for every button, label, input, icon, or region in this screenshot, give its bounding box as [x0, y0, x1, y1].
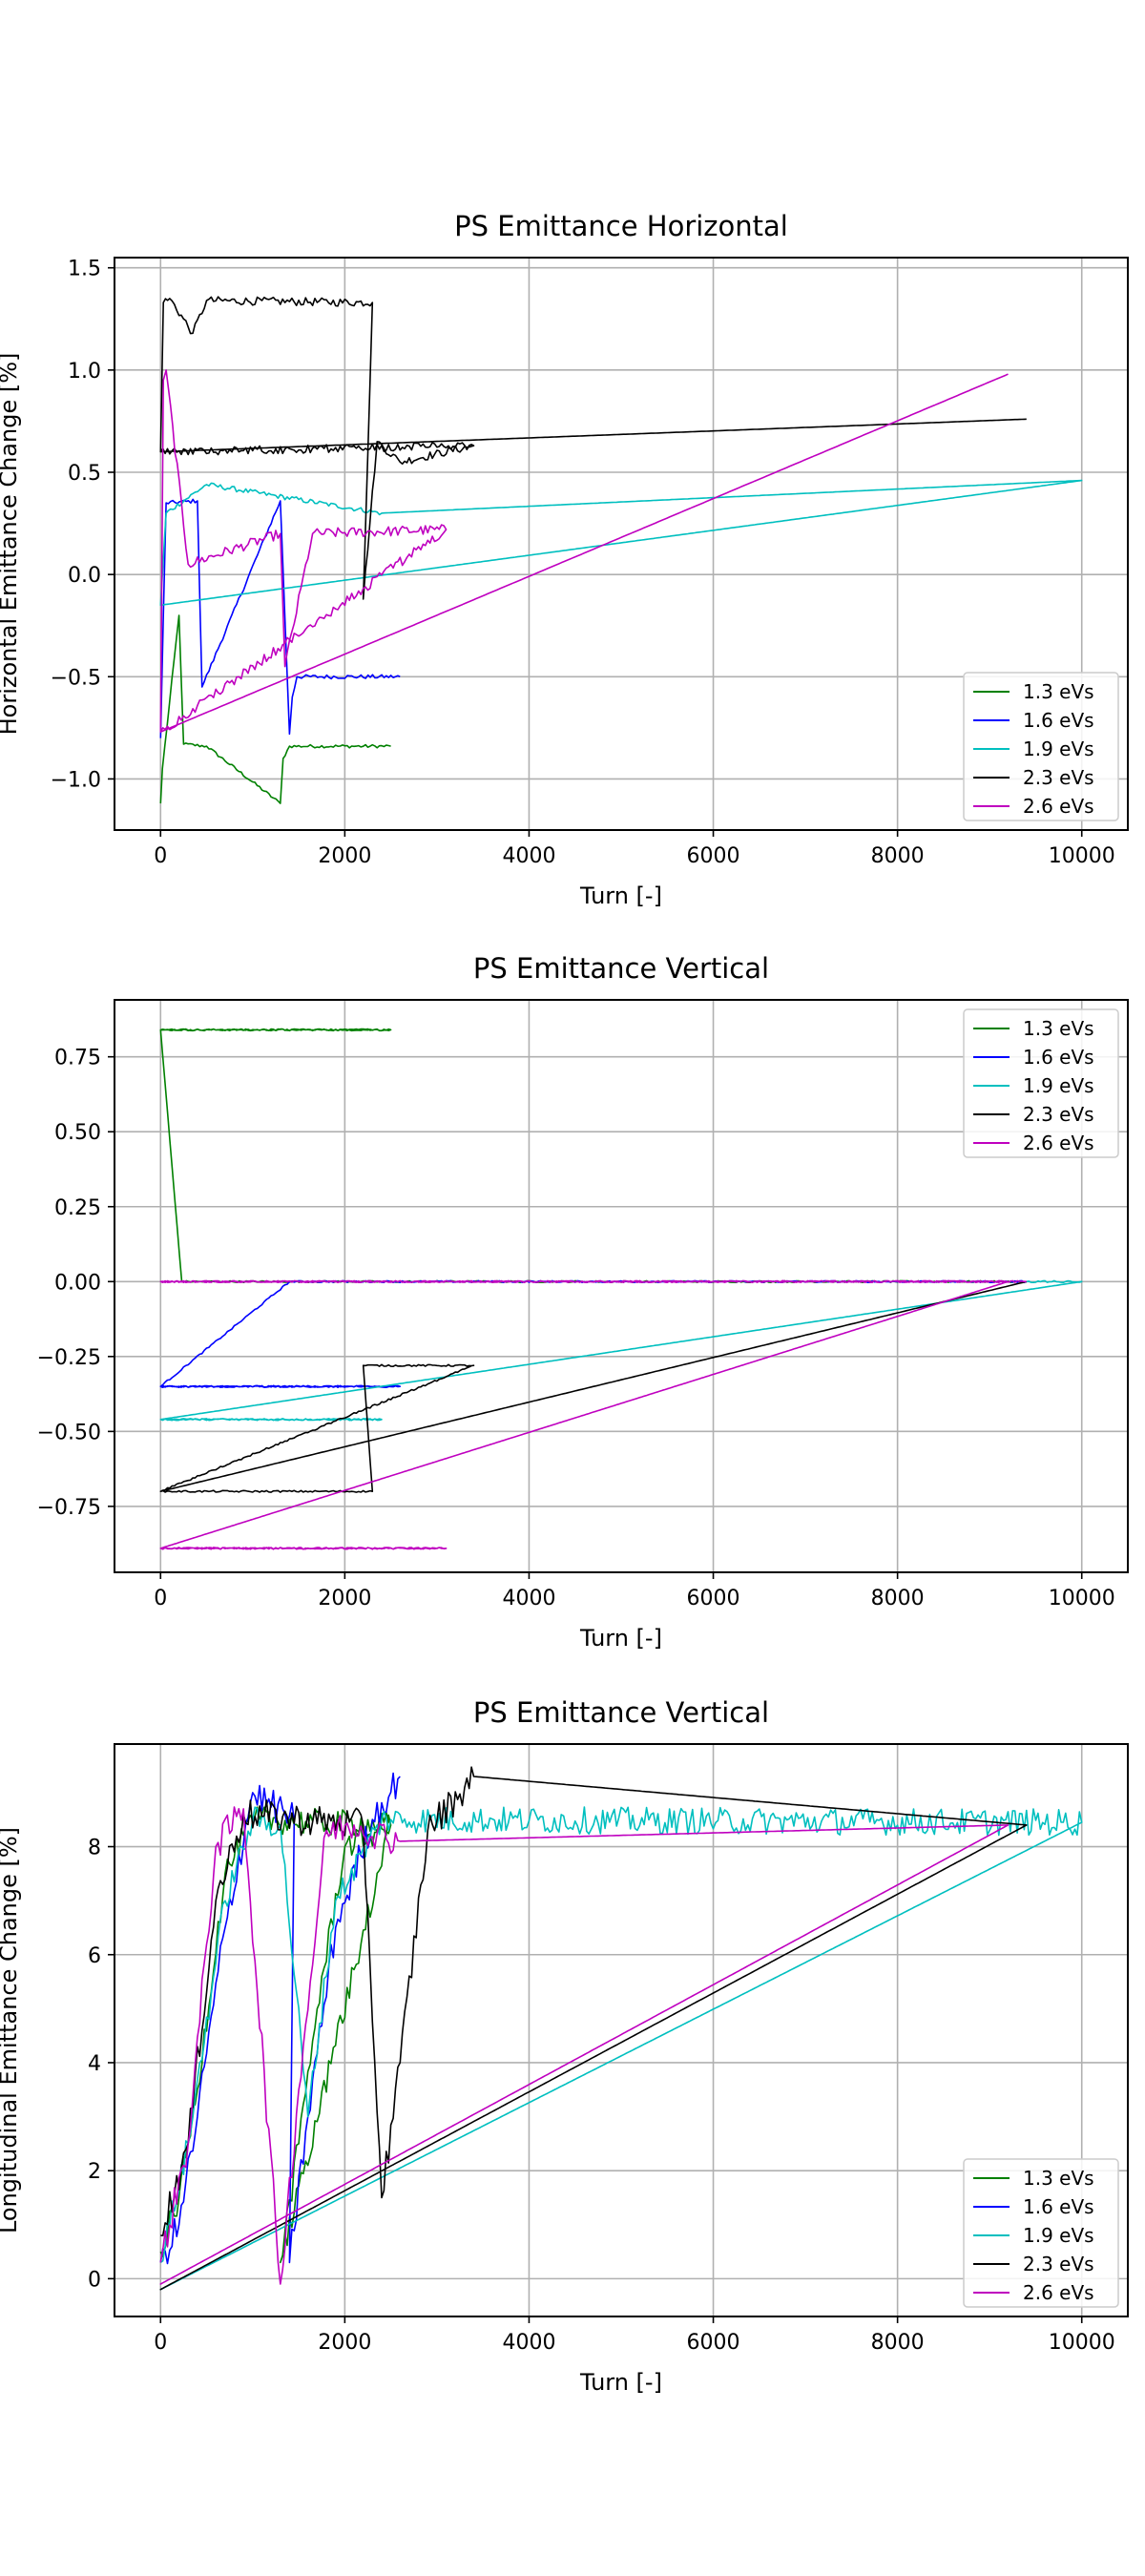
- x-tick-label: 6000: [687, 844, 740, 868]
- series-line-5: [159, 1279, 1027, 1550]
- legend-box: [963, 1008, 1119, 1158]
- axes-frame: [114, 257, 1129, 831]
- y-tick-label: −0.5: [51, 666, 101, 690]
- y-axis-label: Longitudinal Emittance Change [%]: [0, 1827, 22, 2233]
- x-axis-label: Turn [-]: [579, 2369, 662, 2396]
- legend-label: 2.3 eVs: [1023, 1103, 1094, 1126]
- x-tick-label: 8000: [871, 1587, 925, 1610]
- x-tick-label: 4000: [502, 2331, 555, 2355]
- y-tick-label: −0.75: [37, 1496, 101, 1520]
- y-tick-label: 0.5: [68, 462, 101, 486]
- x-tick-label: 10000: [1049, 844, 1115, 868]
- series-group: [159, 1766, 1083, 2291]
- y-tick-label: −0.25: [37, 1346, 101, 1370]
- series-group: [159, 296, 1083, 804]
- y-tick-label: 0: [88, 2268, 101, 2292]
- legend: 1.3 eVs 1.6 eVs 1.9 eVs 2.3 eVs 2.6 eVs: [963, 1008, 1119, 1158]
- legend-label: 2.6 eVs: [1023, 795, 1094, 818]
- x-tick-label: 8000: [871, 2331, 925, 2355]
- series-line-2: [159, 1772, 401, 2265]
- legend-label: 2.6 eVs: [1023, 2281, 1094, 2304]
- legend-box: [963, 672, 1119, 821]
- y-axis-label: Horizontal Emittance Change [%]: [0, 353, 22, 736]
- x-tick-label: 2000: [318, 844, 371, 868]
- subplot-1: 0 2000 4000 6000 8000 10000 −1.0 −0.5 0.0 0.5 1.0 1…: [0, 210, 1129, 909]
- y-tick-label: 0.25: [54, 1196, 101, 1220]
- legend-label: 1.6 eVs: [1023, 1046, 1094, 1069]
- legend-label: 2.6 eVs: [1023, 1132, 1094, 1154]
- x-tick-label: 0: [154, 2331, 167, 2355]
- y-tick-label: 1.5: [68, 258, 101, 281]
- series-line-4: [159, 1766, 1028, 2291]
- legend-label: 1.6 eVs: [1023, 709, 1094, 732]
- series-line-4: [159, 296, 1027, 600]
- axes-frame: [114, 999, 1129, 1573]
- x-tick-label: 4000: [502, 844, 555, 868]
- x-tick-label: 10000: [1049, 2331, 1115, 2355]
- legend-label: 1.9 eVs: [1023, 2224, 1094, 2247]
- series-line-3: [159, 1806, 1083, 2291]
- series-line-1: [159, 1028, 1027, 1283]
- series-line-5: [159, 1806, 1010, 2285]
- legend-box: [963, 2158, 1119, 2308]
- x-tick-label: 0: [154, 1587, 167, 1610]
- y-tick-label: 0.0: [68, 564, 101, 588]
- chart-title: PS Emittance Vertical: [473, 952, 769, 985]
- x-tick-label: 0: [154, 844, 167, 868]
- y-tick-label: 2: [88, 2160, 101, 2184]
- y-tick-label: 0.75: [54, 1047, 101, 1070]
- y-tick-label: −0.50: [37, 1421, 101, 1444]
- series-line-4: [159, 1280, 1027, 1493]
- series-line-2: [159, 1279, 1028, 1388]
- y-tick-label: −1.0: [51, 768, 101, 792]
- x-tick-label: 6000: [687, 1587, 740, 1610]
- x-tick-label: 2000: [318, 2331, 371, 2355]
- series-line-5: [159, 369, 1009, 733]
- x-tick-label: 4000: [502, 1587, 555, 1610]
- subplot-3: 0 2000 4000 6000 8000 10000 0 2 4 6 8 PS Emittance …: [0, 1696, 1129, 2396]
- series-line-3: [159, 1279, 1083, 1422]
- chart-title: PS Emittance Vertical: [473, 1696, 769, 1729]
- x-tick-label: 2000: [318, 1587, 371, 1610]
- legend: 1.3 eVs 1.6 eVs 1.9 eVs 2.3 eVs 2.6 eVs: [963, 2158, 1119, 2308]
- y-tick-label: 8: [88, 1837, 101, 1860]
- chart-title: PS Emittance Horizontal: [454, 210, 788, 242]
- series-group: [159, 1028, 1083, 1550]
- y-tick-label: 0.00: [54, 1271, 101, 1295]
- y-tick-label: 6: [88, 1944, 101, 1968]
- legend-label: 1.3 eVs: [1023, 2167, 1094, 2190]
- legend-label: 1.9 eVs: [1023, 1074, 1094, 1097]
- legend-label: 1.9 eVs: [1023, 737, 1094, 760]
- axes-frame: [114, 1743, 1129, 2317]
- legend: 1.3 eVs 1.6 eVs 1.9 eVs 2.3 eVs 2.6 eVs: [963, 672, 1119, 821]
- legend-label: 1.3 eVs: [1023, 680, 1094, 703]
- y-tick-label: 4: [88, 2052, 101, 2076]
- legend-label: 2.3 eVs: [1023, 766, 1094, 789]
- legend-label: 1.3 eVs: [1023, 1017, 1094, 1040]
- x-axis-label: Turn [-]: [579, 883, 662, 909]
- y-tick-label: 1.0: [68, 360, 101, 384]
- series-line-1: [159, 614, 391, 804]
- x-tick-label: 8000: [871, 844, 925, 868]
- y-tick-label: 0.50: [54, 1121, 101, 1145]
- series-line-2: [159, 498, 401, 738]
- x-tick-label: 6000: [687, 2331, 740, 2355]
- legend-label: 1.6 eVs: [1023, 2195, 1094, 2218]
- x-tick-label: 10000: [1049, 1587, 1115, 1610]
- x-axis-label: Turn [-]: [579, 1625, 662, 1652]
- legend-label: 2.3 eVs: [1023, 2253, 1094, 2275]
- series-line-3: [159, 479, 1083, 607]
- subplot-2: 0 2000 4000 6000 8000 10000 −0.75 −0.50 −0.25 0.0…: [37, 952, 1129, 1652]
